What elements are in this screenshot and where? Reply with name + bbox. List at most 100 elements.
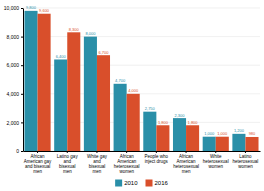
y-tick: 4,000 [6, 91, 23, 97]
bar [54, 59, 67, 151]
x-tick-mark [156, 151, 157, 153]
y-tick-mark [21, 8, 23, 9]
bar [143, 112, 156, 151]
x-tick-label: AfricanAmericanheterosexualwomen [114, 154, 140, 174]
bar [203, 137, 216, 151]
legend-swatch [115, 180, 122, 187]
x-tick-mark [215, 151, 216, 153]
grid-line [23, 36, 260, 37]
grid [23, 8, 260, 151]
legend: 2010 2016 [115, 180, 168, 187]
data-label: 2,750 [145, 106, 156, 111]
y-tick: 2,000 [6, 120, 23, 126]
bar [24, 11, 37, 151]
data-labels: 9,800 6,400 8,000 4,700 2,750 2,300 1,000 1,200… [26, 5, 256, 136]
y-tick-mark [21, 122, 23, 123]
data-label: 9,800 [26, 5, 37, 10]
legend-label: 2016 [155, 180, 169, 186]
y-tick: 10,000 [4, 5, 23, 11]
data-label: 6,700 [98, 50, 109, 55]
bar [232, 134, 245, 151]
x-tick-label: Latinoheterosexualwomen [233, 154, 259, 169]
y-axis: 0 2,000 4,000 6,000 8,000 10,000 [4, 5, 24, 154]
x-tick-label-line: women [119, 169, 134, 174]
x-tick-label: Whiteheterosexualwomen [203, 154, 229, 169]
x-axis-line [24, 151, 261, 152]
x-tick-label-line: men [93, 169, 102, 174]
y-axis-line [23, 9, 24, 152]
data-label: 1,000 [204, 131, 215, 136]
bar [156, 125, 169, 151]
x-tick: AfricanAmericanheterosexualwomen [114, 151, 140, 174]
bar [186, 125, 199, 151]
bars [24, 11, 258, 151]
data-label: 1,200 [234, 128, 245, 133]
data-label: 8,000 [85, 31, 96, 36]
x-tick-label: AfricanAmericanheterosexualmen [173, 154, 199, 174]
bar [67, 32, 80, 151]
x-tick: People whoinject drugs [145, 151, 169, 164]
legend-swatch [146, 180, 153, 187]
y-tick-label: 0 [16, 148, 19, 154]
y-tick-label: 10,000 [4, 5, 20, 11]
bar [97, 55, 110, 151]
x-tick: Latinoheterosexualwomen [233, 151, 259, 169]
data-label: 2,300 [175, 113, 186, 118]
x-tick-label: White gayandbisexualmen [87, 154, 108, 174]
y-tick: 8,000 [6, 34, 23, 40]
bar [216, 137, 229, 151]
x-tick: AfricanAmerican gayand bisexualmen [24, 151, 52, 174]
bar [173, 118, 186, 151]
y-tick-label: 2,000 [6, 120, 19, 126]
x-tick-label-line: women [208, 164, 223, 169]
bar [245, 137, 258, 151]
y-tick-mark [21, 65, 23, 66]
x-tick-mark [186, 151, 187, 153]
data-label: 4,700 [115, 78, 126, 83]
data-label: 6,400 [56, 54, 67, 59]
x-tick-label-line: inject drugs [145, 159, 169, 164]
data-label: 1,000 [217, 131, 228, 136]
x-tick-label: Latino gayandbisexualmen [57, 154, 79, 174]
x-tick-label-line: men [63, 169, 72, 174]
legend-item: 2016 [146, 180, 169, 187]
x-tick: AfricanAmericanheterosexualmen [173, 151, 199, 174]
y-tick-label: 8,000 [6, 34, 19, 40]
plot: 9,800 6,400 8,000 4,700 2,750 2,300 1,000 1,200… [4, 5, 261, 174]
bar [84, 37, 97, 151]
data-label: 1,800 [188, 120, 199, 125]
y-tick-mark [21, 37, 23, 38]
data-label: 4,000 [128, 88, 139, 93]
chart: 9,800 6,400 8,000 4,700 2,750 2,300 1,000 1,200… [0, 0, 264, 191]
bar [38, 14, 51, 151]
x-tick-mark [67, 151, 68, 153]
data-label: 9,600 [39, 8, 50, 13]
y-tick: 6,000 [6, 62, 23, 68]
data-label: 1,800 [158, 120, 169, 125]
x-axis: AfricanAmerican gayand bisexualmenLatino… [24, 151, 261, 174]
bar [114, 84, 127, 151]
x-tick-label-line: women [238, 164, 253, 169]
data-label: 980 [249, 131, 256, 136]
y-tick-label: 6,000 [6, 62, 19, 68]
y-tick-label: 4,000 [6, 91, 19, 97]
legend-label: 2010 [124, 180, 138, 186]
x-tick-label-line: men [182, 169, 191, 174]
x-tick: Latino gayandbisexualmen [57, 151, 79, 174]
legend-item: 2010 [115, 180, 138, 187]
y-tick-mark [21, 94, 23, 95]
x-tick: Whiteheterosexualwomen [203, 151, 229, 169]
x-tick-label-line: men [33, 169, 42, 174]
x-tick-mark [96, 151, 97, 153]
grid-line [23, 8, 260, 9]
data-label: 8,300 [69, 27, 80, 32]
x-tick-mark [126, 151, 127, 153]
x-tick-label: AfricanAmerican gayand bisexualmen [24, 154, 52, 174]
x-tick-label: People whoinject drugs [145, 154, 169, 164]
x-tick: White gayandbisexualmen [87, 151, 108, 174]
y-tick-mark [21, 151, 23, 152]
x-tick-mark [245, 151, 246, 153]
bar [127, 94, 140, 151]
x-tick-mark [37, 151, 38, 153]
y-tick: 0 [16, 148, 23, 154]
